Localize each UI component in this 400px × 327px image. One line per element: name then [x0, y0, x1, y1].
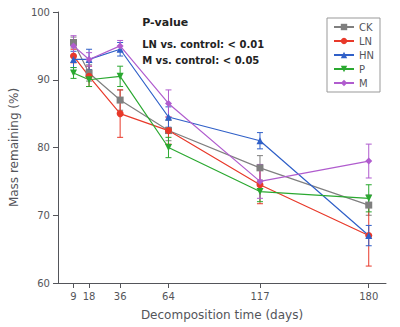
svg-text:M: M — [359, 78, 368, 89]
svg-text:80: 80 — [37, 142, 50, 153]
svg-text:180: 180 — [359, 291, 378, 302]
svg-text:90: 90 — [37, 74, 50, 85]
svg-text:HN: HN — [359, 50, 374, 61]
svg-text:P-value: P-value — [142, 16, 188, 29]
svg-text:P: P — [359, 64, 365, 75]
svg-text:64: 64 — [162, 291, 175, 302]
svg-text:70: 70 — [37, 210, 50, 221]
svg-text:18: 18 — [83, 291, 96, 302]
svg-text:60: 60 — [37, 278, 50, 289]
svg-text:Mass remaining (%): Mass remaining (%) — [7, 88, 21, 207]
svg-text:36: 36 — [114, 291, 127, 302]
svg-text:117: 117 — [250, 291, 269, 302]
svg-text:LN: LN — [359, 36, 372, 47]
svg-text:M vs. control: < 0.05: M vs. control: < 0.05 — [142, 55, 259, 66]
svg-text:100: 100 — [31, 7, 50, 18]
svg-text:Decomposition time (days): Decomposition time (days) — [141, 308, 303, 322]
svg-text:CK: CK — [359, 22, 373, 33]
svg-text:9: 9 — [70, 291, 76, 302]
svg-text:LN vs. control: < 0.01: LN vs. control: < 0.01 — [142, 39, 264, 50]
